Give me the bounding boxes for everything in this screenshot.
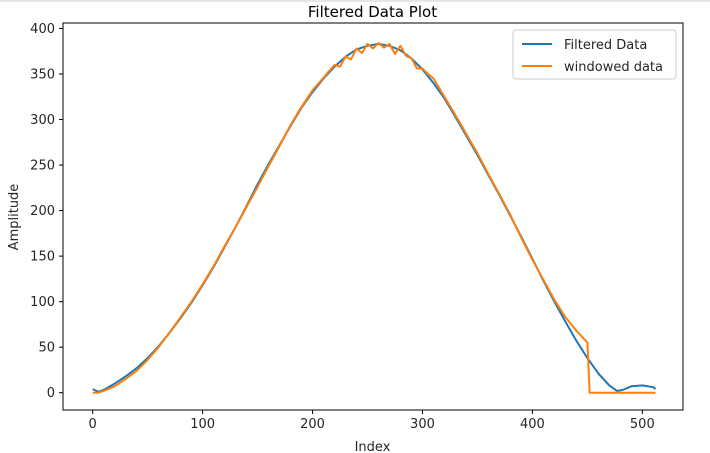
x-tick-label: 100 (190, 417, 215, 432)
window-top-strip (0, 0, 710, 2)
x-tick-label: 300 (410, 417, 435, 432)
y-tick-label: 250 (30, 159, 55, 174)
y-tick-label: 0 (47, 386, 55, 401)
x-axis: 0 100 200 300 400 500 (89, 410, 655, 432)
y-tick-label: 350 (30, 67, 55, 82)
x-tick-label: 400 (520, 417, 545, 432)
x-axis-label: Index (355, 440, 391, 453)
legend-frame (512, 29, 677, 80)
y-axis-label: Amplitude (7, 184, 22, 251)
y-axis: 0 50 100 150 200 250 300 350 400 (30, 22, 63, 401)
series-line-windowed-data (92, 42, 656, 394)
legend: Filtered Data windowed data (512, 29, 677, 80)
legend-label-filtered: Filtered Data (564, 38, 647, 53)
y-tick-label: 300 (30, 113, 55, 128)
plot-frame (62, 22, 684, 411)
y-tick-label: 150 (30, 250, 55, 265)
y-tick-label: 200 (30, 204, 55, 219)
y-tick-label: 400 (30, 22, 55, 37)
y-tick-label: 50 (38, 341, 55, 356)
plot-area (63, 23, 683, 410)
y-tick-label: 100 (30, 295, 55, 310)
x-tick-label: 500 (630, 417, 655, 432)
x-tick-label: 200 (300, 417, 325, 432)
chart-title: Filtered Data Plot (308, 3, 437, 21)
series-layer (92, 42, 657, 394)
legend-label-windowed: windowed data (564, 60, 663, 75)
x-tick-label: 0 (89, 417, 97, 432)
